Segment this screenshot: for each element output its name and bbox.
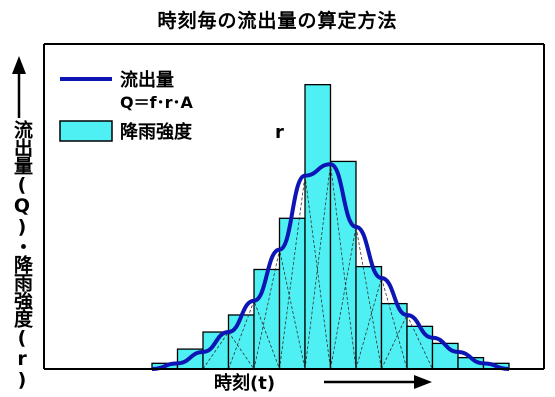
y-arrow-head-icon — [12, 56, 26, 74]
x-axis-label: 時刻(t) — [214, 373, 276, 394]
x-arrow-head-icon — [414, 375, 432, 389]
rain-bar — [253, 268, 281, 370]
rain-bar — [304, 84, 332, 370]
legend-runoff-formula: Q＝f･r･A — [120, 93, 193, 112]
runoff-curve — [151, 162, 510, 371]
triangle-line — [355, 276, 408, 370]
rain-bar — [227, 314, 255, 370]
legend-runoff-label: 流出量 — [120, 69, 174, 91]
chart-title: 時刻毎の流出量の算定方法 — [157, 10, 398, 32]
rain-bar — [406, 325, 434, 370]
rain-bar — [355, 265, 383, 370]
y-axis-label: 流出量(Q)・降雨強度(r) — [11, 120, 33, 390]
legend-rain-symbol: r — [275, 122, 284, 143]
legend-rain-label: 降雨強度 — [120, 121, 193, 143]
rain-bar — [278, 217, 306, 370]
triangle-line — [330, 226, 382, 370]
legend-rain-swatch — [59, 120, 113, 142]
rain-bars — [151, 84, 510, 370]
